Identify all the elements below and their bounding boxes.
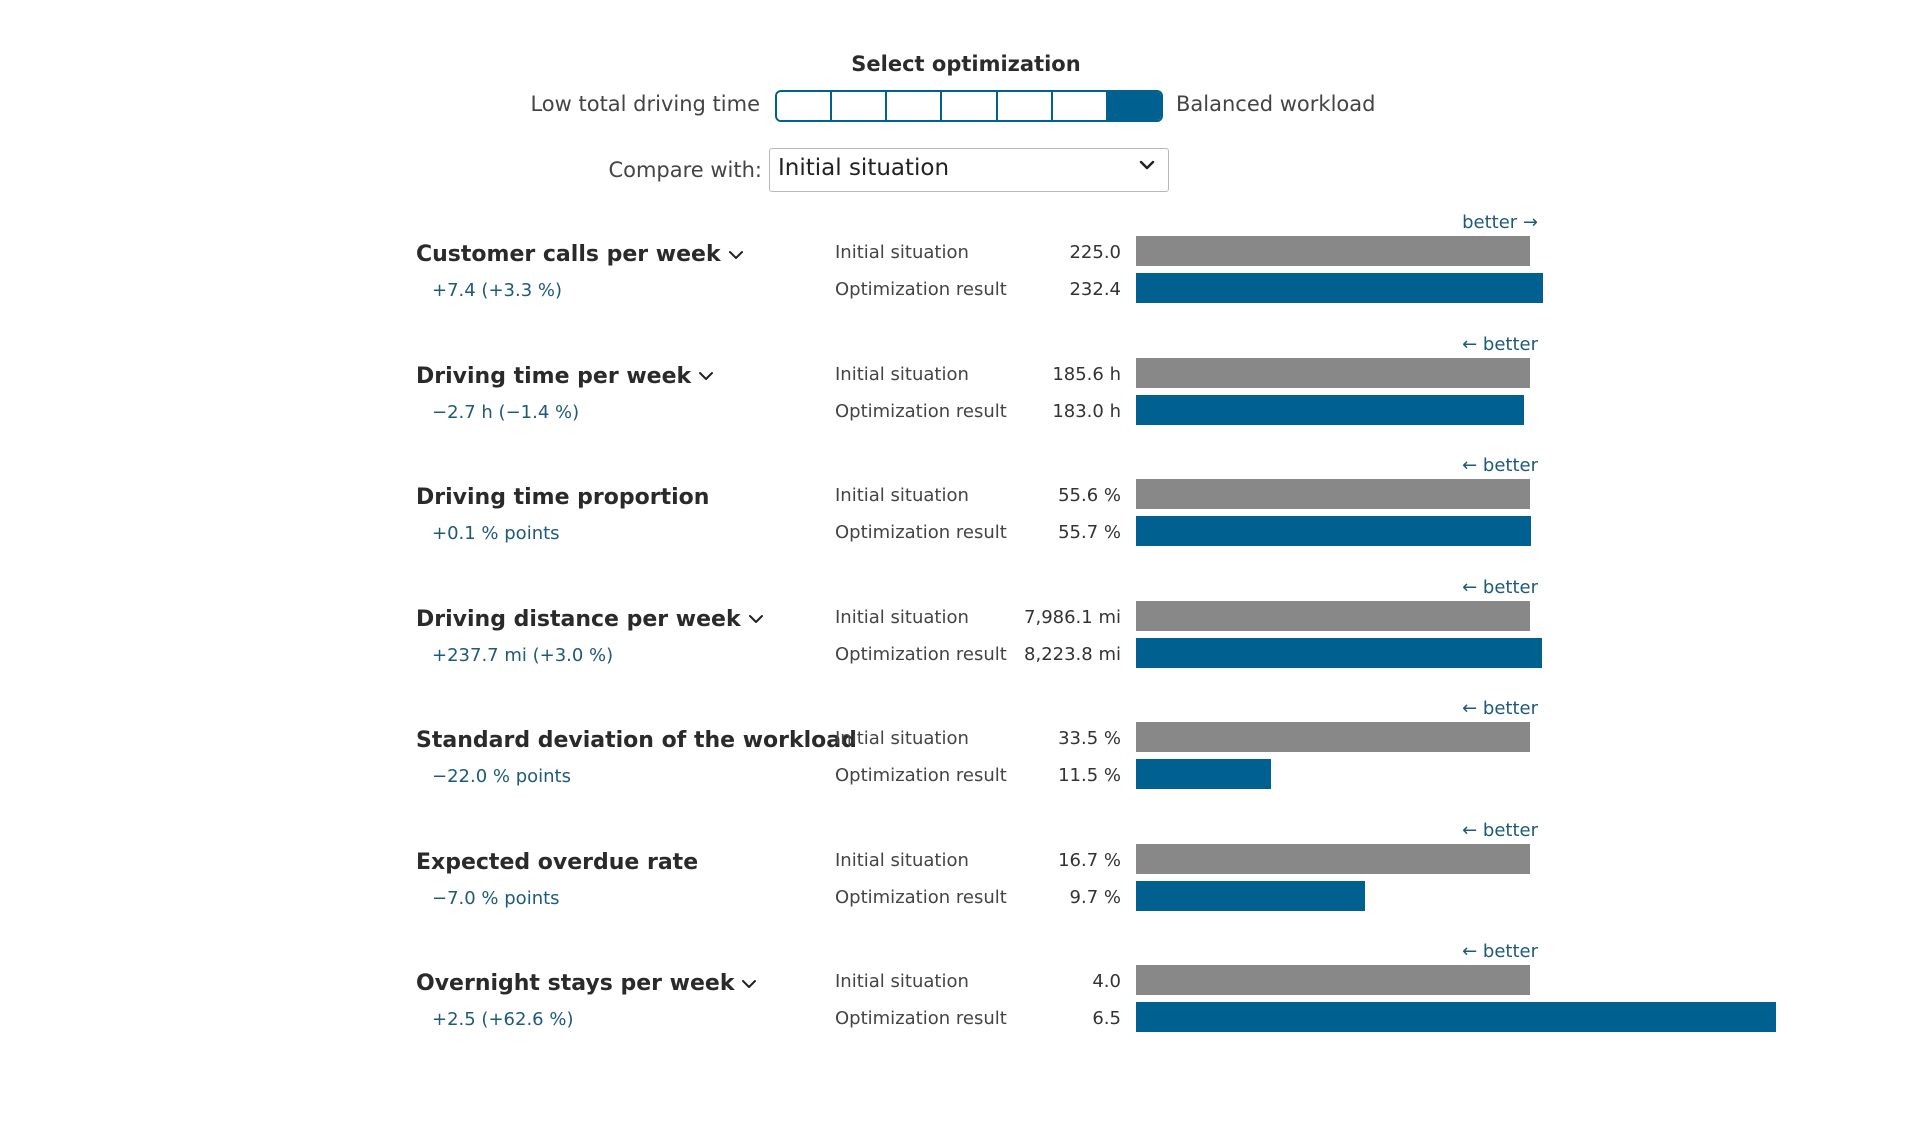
initial-value: 16.7 % bbox=[1058, 849, 1121, 871]
result-value: 8,223.8 mi bbox=[1024, 643, 1121, 665]
slider-step-2[interactable] bbox=[832, 92, 888, 120]
initial-row-label: Initial situation bbox=[835, 849, 969, 871]
better-direction-hint: ← better bbox=[1462, 698, 1538, 719]
metric-row: ← better Driving time per week −2.7 h (−1.… bbox=[0, 334, 1920, 456]
metric-row: ← better Driving time proportion +0.1 % po… bbox=[0, 455, 1920, 577]
initial-value: 33.5 % bbox=[1058, 728, 1121, 749]
metric-name[interactable]: Driving distance per week bbox=[416, 607, 765, 632]
metric-name[interactable]: Customer calls per week bbox=[416, 242, 745, 267]
metric-row: ← better Overnight stays per week +2.5 (+6… bbox=[0, 941, 1920, 1063]
metric-delta: +7.4 (+3.3 %) bbox=[432, 280, 563, 301]
initial-value: 225.0 bbox=[1069, 242, 1121, 263]
metric-delta: +0.1 % points bbox=[432, 523, 560, 544]
metric-name: Standard deviation of the workload bbox=[416, 728, 857, 753]
result-row-label: Optimization result bbox=[835, 886, 1007, 908]
result-row-label: Optimization result bbox=[835, 522, 1007, 543]
metric-row: better → Customer calls per week +7.4 (+3.… bbox=[0, 212, 1920, 334]
result-row-label: Optimization result bbox=[835, 1008, 1007, 1029]
chevron-down-icon[interactable] bbox=[740, 975, 758, 993]
chevron-down-icon[interactable] bbox=[697, 367, 715, 385]
chevron-down-icon[interactable] bbox=[747, 610, 765, 628]
result-bar bbox=[1136, 880, 1365, 911]
slider-step-7[interactable] bbox=[1107, 92, 1161, 120]
metric-row: ← better Driving distance per week +237.7 … bbox=[0, 577, 1920, 699]
result-value: 232.4 bbox=[1069, 279, 1121, 300]
result-value: 6.5 bbox=[1092, 1008, 1121, 1029]
metric-name-label: Driving time proportion bbox=[416, 485, 710, 510]
optimization-slider[interactable] bbox=[775, 90, 1163, 122]
better-direction-hint: ← better bbox=[1462, 333, 1538, 355]
metric-row: ← better Standard deviation of the worklo… bbox=[0, 698, 1920, 820]
better-direction-hint: ← better bbox=[1462, 941, 1538, 962]
result-bar bbox=[1136, 759, 1271, 789]
metric-name[interactable]: Overnight stays per week bbox=[416, 971, 758, 996]
initial-value: 7,986.1 mi bbox=[1024, 606, 1121, 628]
slider-left-label: Low total driving time bbox=[530, 92, 760, 116]
initial-value: 185.6 h bbox=[1052, 363, 1121, 385]
chevron-down-icon[interactable] bbox=[727, 246, 745, 264]
result-bar bbox=[1136, 637, 1542, 668]
result-bar bbox=[1136, 1002, 1776, 1032]
chevron-down-icon bbox=[1139, 160, 1155, 170]
metric-name-label: Driving time per week bbox=[416, 363, 692, 389]
result-row-label: Optimization result bbox=[835, 400, 1007, 422]
metric-delta: −7.0 % points bbox=[432, 887, 560, 909]
slider-step-4[interactable] bbox=[942, 92, 998, 120]
slider-step-6[interactable] bbox=[1052, 92, 1108, 120]
metric-name-label: Standard deviation of the workload bbox=[416, 728, 857, 753]
initial-value: 4.0 bbox=[1092, 971, 1121, 992]
initial-row-label: Initial situation bbox=[835, 363, 969, 385]
initial-bar bbox=[1136, 722, 1530, 752]
result-bar bbox=[1136, 516, 1531, 546]
better-direction-hint: ← better bbox=[1462, 576, 1538, 598]
initial-row-label: Initial situation bbox=[835, 485, 969, 506]
better-direction-hint: better → bbox=[1462, 212, 1538, 233]
initial-bar bbox=[1136, 357, 1530, 388]
result-value: 9.7 % bbox=[1069, 886, 1121, 908]
initial-bar bbox=[1136, 600, 1530, 631]
metric-name: Driving time proportion bbox=[416, 485, 709, 510]
initial-bar bbox=[1136, 965, 1530, 995]
initial-bar bbox=[1136, 479, 1530, 509]
result-bar bbox=[1136, 273, 1543, 303]
initial-row-label: Initial situation bbox=[835, 971, 969, 992]
metric-delta: −22.0 % points bbox=[432, 766, 571, 787]
metric-name: Expected overdue rate bbox=[416, 850, 698, 875]
initial-bar bbox=[1136, 843, 1530, 874]
result-row-label: Optimization result bbox=[835, 279, 1007, 300]
metric-delta: +237.7 mi (+3.0 %) bbox=[432, 644, 614, 666]
result-value: 183.0 h bbox=[1052, 400, 1121, 422]
metric-row: ← better Expected overdue rate −7.0 % poin… bbox=[0, 820, 1920, 942]
metric-delta: +2.5 (+62.6 %) bbox=[432, 1009, 574, 1030]
initial-row-label: Initial situation bbox=[835, 606, 969, 628]
initial-row-label: Initial situation bbox=[835, 728, 969, 749]
result-row-label: Optimization result bbox=[835, 765, 1007, 786]
metric-delta: −2.7 h (−1.4 %) bbox=[432, 401, 580, 423]
slider-right-label: Balanced workload bbox=[1176, 92, 1376, 116]
better-direction-hint: ← better bbox=[1462, 819, 1538, 841]
metric-name-label: Overnight stays per week bbox=[416, 971, 735, 996]
initial-row-label: Initial situation bbox=[835, 242, 969, 263]
slider-step-5[interactable] bbox=[997, 92, 1053, 120]
result-value: 55.7 % bbox=[1058, 522, 1121, 543]
optimization-title: Select optimization bbox=[851, 52, 1081, 76]
compare-select[interactable]: Initial situation bbox=[769, 148, 1169, 192]
result-value: 11.5 % bbox=[1058, 765, 1121, 786]
slider-step-3[interactable] bbox=[887, 92, 943, 120]
metric-name-label: Expected overdue rate bbox=[416, 849, 699, 875]
slider-step-1[interactable] bbox=[777, 92, 833, 120]
metric-name[interactable]: Driving time per week bbox=[416, 364, 715, 389]
initial-bar bbox=[1136, 236, 1530, 266]
better-direction-hint: ← better bbox=[1462, 455, 1538, 476]
result-row-label: Optimization result bbox=[835, 643, 1007, 665]
metric-name-label: Customer calls per week bbox=[416, 242, 721, 267]
metric-name-label: Driving distance per week bbox=[416, 606, 741, 632]
initial-value: 55.6 % bbox=[1058, 485, 1121, 506]
compare-selected-value: Initial situation bbox=[778, 155, 950, 181]
compare-label: Compare with: bbox=[608, 158, 762, 182]
result-bar bbox=[1136, 394, 1524, 425]
